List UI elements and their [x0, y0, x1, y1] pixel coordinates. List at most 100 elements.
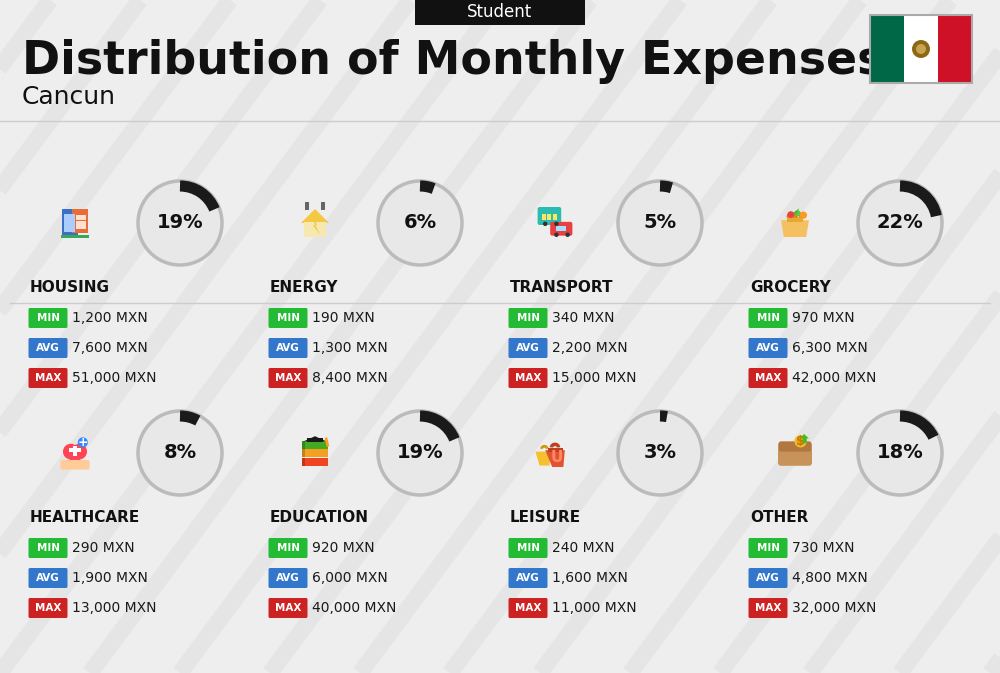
- FancyBboxPatch shape: [550, 222, 572, 236]
- Polygon shape: [781, 220, 809, 237]
- FancyBboxPatch shape: [268, 308, 308, 328]
- FancyBboxPatch shape: [748, 598, 788, 618]
- Text: AVG: AVG: [516, 573, 540, 583]
- FancyBboxPatch shape: [415, 0, 585, 25]
- Text: 4,800 MXN: 4,800 MXN: [792, 571, 868, 585]
- Text: MIN: MIN: [36, 313, 60, 323]
- Polygon shape: [301, 209, 329, 223]
- FancyBboxPatch shape: [81, 224, 86, 229]
- Text: MIN: MIN: [276, 543, 300, 553]
- Text: HOUSING: HOUSING: [30, 281, 110, 295]
- FancyBboxPatch shape: [62, 209, 78, 237]
- Text: 15,000 MXN: 15,000 MXN: [552, 371, 637, 385]
- Text: MIN: MIN: [757, 543, 780, 553]
- FancyBboxPatch shape: [748, 538, 788, 558]
- Circle shape: [794, 435, 807, 448]
- FancyBboxPatch shape: [938, 15, 972, 83]
- Text: +: +: [78, 436, 88, 449]
- Text: 970 MXN: 970 MXN: [792, 311, 855, 325]
- FancyBboxPatch shape: [302, 450, 328, 457]
- Text: 42,000 MXN: 42,000 MXN: [792, 371, 876, 385]
- FancyBboxPatch shape: [268, 538, 308, 558]
- Text: 6,000 MXN: 6,000 MXN: [312, 571, 388, 585]
- FancyBboxPatch shape: [61, 235, 89, 238]
- FancyBboxPatch shape: [28, 308, 68, 328]
- FancyBboxPatch shape: [748, 368, 788, 388]
- Text: 240 MXN: 240 MXN: [552, 541, 614, 555]
- Circle shape: [618, 181, 702, 265]
- FancyBboxPatch shape: [72, 209, 88, 233]
- Circle shape: [618, 411, 702, 495]
- FancyBboxPatch shape: [302, 441, 328, 449]
- Text: HEALTHCARE: HEALTHCARE: [30, 511, 140, 526]
- Text: LEISURE: LEISURE: [510, 511, 581, 526]
- Text: 6,300 MXN: 6,300 MXN: [792, 341, 868, 355]
- FancyBboxPatch shape: [302, 458, 328, 466]
- Circle shape: [554, 221, 559, 226]
- Text: 18%: 18%: [877, 444, 923, 462]
- Text: 1,600 MXN: 1,600 MXN: [552, 571, 628, 585]
- Circle shape: [796, 437, 805, 446]
- Text: MIN: MIN: [36, 543, 60, 553]
- FancyBboxPatch shape: [81, 221, 86, 226]
- Text: MIN: MIN: [516, 543, 540, 553]
- Circle shape: [63, 444, 79, 460]
- Text: 22%: 22%: [877, 213, 923, 232]
- Circle shape: [78, 437, 88, 448]
- Text: Student: Student: [467, 3, 533, 21]
- FancyBboxPatch shape: [548, 448, 563, 452]
- Circle shape: [565, 232, 570, 237]
- Text: 11,000 MXN: 11,000 MXN: [552, 601, 637, 615]
- Text: $: $: [796, 435, 805, 448]
- Text: 190 MXN: 190 MXN: [312, 311, 375, 325]
- Circle shape: [138, 181, 222, 265]
- Circle shape: [858, 181, 942, 265]
- FancyBboxPatch shape: [547, 214, 551, 219]
- Text: AVG: AVG: [36, 573, 60, 583]
- Text: 19%: 19%: [397, 444, 443, 462]
- FancyBboxPatch shape: [509, 598, 548, 618]
- Text: AVG: AVG: [276, 343, 300, 353]
- FancyBboxPatch shape: [268, 568, 308, 588]
- FancyBboxPatch shape: [302, 450, 305, 457]
- FancyBboxPatch shape: [302, 441, 305, 449]
- Text: Distribution of Monthly Expenses: Distribution of Monthly Expenses: [22, 38, 884, 83]
- FancyBboxPatch shape: [28, 598, 68, 618]
- Polygon shape: [304, 436, 326, 441]
- FancyBboxPatch shape: [64, 225, 70, 232]
- Text: Cancun: Cancun: [22, 85, 116, 109]
- FancyBboxPatch shape: [76, 215, 81, 220]
- FancyBboxPatch shape: [748, 338, 788, 358]
- FancyBboxPatch shape: [556, 226, 566, 232]
- Text: 40,000 MXN: 40,000 MXN: [312, 601, 396, 615]
- Circle shape: [800, 211, 807, 219]
- Text: OTHER: OTHER: [750, 511, 808, 526]
- FancyBboxPatch shape: [69, 215, 75, 220]
- FancyBboxPatch shape: [904, 15, 938, 83]
- FancyBboxPatch shape: [268, 598, 308, 618]
- Text: MAX: MAX: [755, 603, 781, 613]
- FancyBboxPatch shape: [64, 215, 70, 220]
- Text: 8%: 8%: [163, 444, 197, 462]
- Circle shape: [787, 211, 794, 218]
- Circle shape: [554, 232, 559, 237]
- FancyBboxPatch shape: [305, 203, 309, 211]
- Text: 51,000 MXN: 51,000 MXN: [72, 371, 156, 385]
- FancyBboxPatch shape: [76, 224, 81, 229]
- Text: MAX: MAX: [275, 373, 301, 383]
- Circle shape: [912, 40, 930, 58]
- Text: 290 MXN: 290 MXN: [72, 541, 135, 555]
- FancyBboxPatch shape: [69, 225, 75, 232]
- Text: AVG: AVG: [36, 343, 60, 353]
- Circle shape: [543, 221, 547, 226]
- Text: 340 MXN: 340 MXN: [552, 311, 614, 325]
- FancyBboxPatch shape: [28, 368, 68, 388]
- Text: MAX: MAX: [515, 603, 541, 613]
- FancyBboxPatch shape: [76, 221, 81, 226]
- FancyBboxPatch shape: [538, 207, 561, 225]
- Circle shape: [378, 411, 462, 495]
- Text: AVG: AVG: [516, 343, 540, 353]
- FancyBboxPatch shape: [60, 460, 90, 470]
- Text: MAX: MAX: [35, 373, 61, 383]
- FancyBboxPatch shape: [268, 368, 308, 388]
